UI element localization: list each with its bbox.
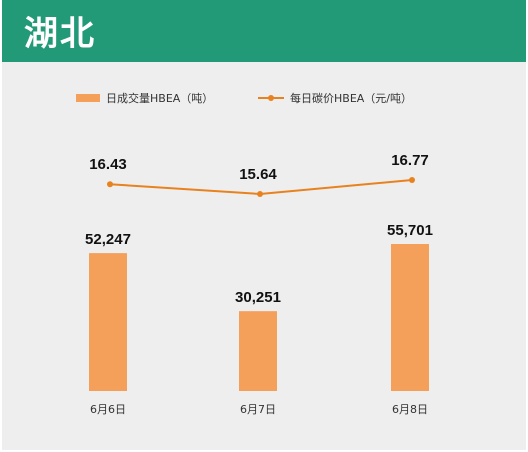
legend: 日成交量HBEA（吨） 每日碳价HBEA（元/吨）: [76, 91, 412, 105]
x-tick-label-3: 6月8日: [392, 403, 428, 416]
price-value-label-1: 16.43: [89, 156, 127, 173]
line-series: 16.43 15.64 16.77: [89, 152, 429, 197]
bar-value-label-3: 55,701: [387, 222, 433, 239]
bar-value-label-2: 30,251: [235, 289, 281, 306]
price-value-label-3: 16.77: [391, 152, 429, 169]
price-point-2: [257, 191, 263, 197]
bar-3: [391, 244, 429, 391]
legend-label-price: 每日碳价HBEA（元/吨）: [290, 91, 412, 105]
legend-label-volume: 日成交量HBEA（吨）: [106, 91, 213, 105]
bar-series: 52,247 30,251 55,701: [85, 222, 433, 391]
x-tick-label-1: 6月6日: [90, 403, 126, 416]
legend-swatch-volume: [76, 94, 100, 102]
price-value-label-2: 15.64: [239, 166, 277, 183]
page-title: 湖北: [24, 14, 96, 54]
price-point-1: [107, 181, 113, 188]
legend-swatch-price-marker: [268, 95, 274, 101]
x-axis-labels: 6月6日 6月7日 6月8日: [90, 403, 428, 416]
header-bar: 湖北: [2, 0, 526, 62]
bar-value-label-1: 52,247: [85, 231, 131, 248]
bar-1: [89, 253, 127, 391]
x-tick-label-2: 6月7日: [240, 403, 276, 416]
price-point-3: [409, 177, 415, 183]
bar-2: [239, 311, 277, 391]
